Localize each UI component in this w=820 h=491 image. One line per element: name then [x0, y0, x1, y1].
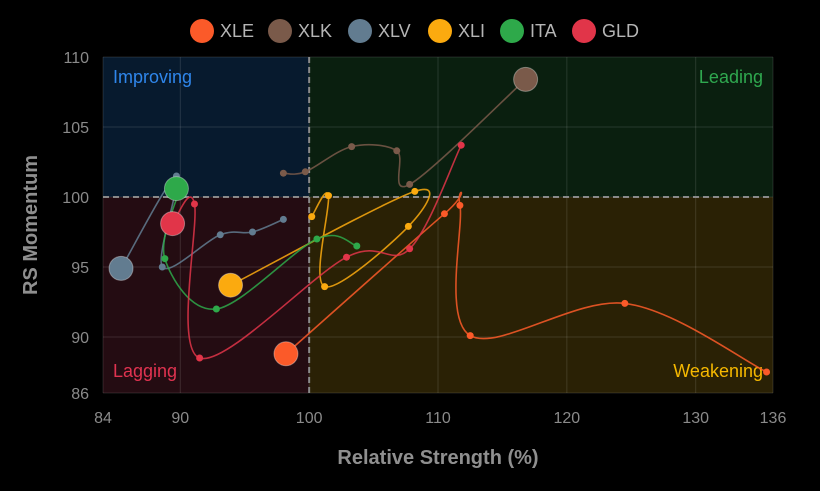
reference-lines [103, 57, 773, 393]
x-tick-label: 130 [682, 410, 709, 427]
x-tick-label: 84 [94, 410, 112, 427]
tail-point-xlv[interactable] [158, 263, 166, 271]
legend: XLE XLK XLV XLI ITA GLD [190, 19, 639, 43]
quadrant-lagging [103, 197, 310, 393]
y-axis-title: RS Momentum [20, 155, 42, 295]
tail-point-xli[interactable] [321, 283, 329, 291]
quadrant-label-leading: Leading [699, 67, 763, 87]
legend-label-xli: XLI [458, 21, 485, 41]
x-tick-label: 120 [553, 410, 580, 427]
quadrant-improving [103, 57, 310, 197]
y-tick-labels: 86 90 95 100 105 110 [62, 50, 89, 403]
y-tick-label: 100 [62, 190, 89, 207]
legend-swatch-xlv [348, 19, 372, 43]
legend-swatch-gld [572, 19, 596, 43]
legend-item-xlv[interactable]: XLV [348, 19, 411, 43]
tail-point-xli[interactable] [324, 192, 332, 200]
tail-point-xlv[interactable] [279, 215, 287, 223]
y-tick-label: 90 [71, 330, 89, 347]
tail-point-xlv[interactable] [216, 231, 224, 239]
tail-point-xle[interactable] [763, 368, 771, 376]
tail-point-xli[interactable] [404, 222, 412, 230]
quadrant-label-weakening: Weakening [673, 361, 763, 381]
legend-swatch-xle [190, 19, 214, 43]
series-xli [218, 187, 431, 298]
quadrant-leading [309, 57, 773, 197]
head-point-ita[interactable] [163, 176, 189, 202]
tail-line-xle [285, 191, 767, 373]
x-tick-label: 110 [425, 410, 451, 427]
tail-point-xle[interactable] [621, 299, 629, 307]
tail-point-xlk[interactable] [301, 168, 309, 176]
head-point-xli[interactable] [218, 272, 244, 298]
tail-point-ita[interactable] [353, 242, 361, 250]
series-ita [161, 176, 361, 313]
tail-point-xlk[interactable] [393, 147, 401, 155]
legend-label-xlk: XLK [298, 21, 332, 41]
y-tick-label: 86 [71, 386, 89, 403]
head-point-gld[interactable] [160, 211, 186, 237]
legend-swatch-xli [428, 19, 452, 43]
x-tick-label: 90 [171, 410, 189, 427]
legend-label-ita: ITA [530, 21, 557, 41]
tail-point-gld[interactable] [190, 200, 198, 208]
quadrant-label-improving: Improving [113, 67, 192, 87]
x-axis-title: Relative Strength (%) [337, 447, 538, 469]
tail-point-xlk[interactable] [406, 180, 414, 188]
tail-point-xlk[interactable] [279, 169, 287, 177]
tail-point-ita[interactable] [212, 305, 220, 313]
tail-point-xle[interactable] [456, 201, 464, 209]
tail-point-ita[interactable] [161, 255, 169, 263]
legend-item-gld[interactable]: GLD [572, 19, 639, 43]
tail-point-gld[interactable] [343, 253, 351, 261]
head-point-xlv[interactable] [108, 255, 134, 281]
quadrant-backgrounds [103, 57, 773, 393]
tail-point-xle[interactable] [440, 210, 448, 218]
legend-swatch-ita [500, 19, 524, 43]
tail-point-xli[interactable] [411, 187, 419, 195]
quadrant-label-lagging: Lagging [113, 361, 177, 381]
quadrant-weakening [309, 197, 773, 393]
legend-swatch-xlk [268, 19, 292, 43]
series-xlk [279, 66, 539, 188]
head-point-xle[interactable] [273, 341, 299, 367]
y-tick-label: 110 [63, 50, 89, 67]
legend-item-xle[interactable]: XLE [190, 19, 254, 43]
tail-point-gld[interactable] [196, 354, 204, 362]
legend-item-xli[interactable]: XLI [428, 19, 485, 43]
legend-item-xlk[interactable]: XLK [268, 19, 332, 43]
y-tick-label: 105 [62, 120, 89, 137]
tail-point-gld[interactable] [457, 141, 465, 149]
tail-point-xlv[interactable] [248, 228, 256, 236]
head-point-xlk[interactable] [513, 66, 539, 92]
x-tick-labels: 84 90 100 110 120 130 136 [94, 410, 786, 427]
tail-point-gld[interactable] [406, 245, 414, 253]
quadrant-labels: Improving Leading Lagging Weakening [113, 67, 763, 381]
series-gld [160, 141, 465, 362]
legend-label-gld: GLD [602, 21, 639, 41]
legend-label-xlv: XLV [378, 21, 411, 41]
x-tick-label: 100 [296, 410, 323, 427]
tail-point-xle[interactable] [466, 332, 474, 340]
y-tick-label: 95 [71, 260, 89, 277]
series-xle [273, 191, 771, 376]
tail-point-xlk[interactable] [348, 143, 356, 151]
legend-label-xle: XLE [220, 21, 254, 41]
tail-point-ita[interactable] [313, 235, 321, 243]
legend-item-ita[interactable]: ITA [500, 19, 557, 43]
x-tick-label: 136 [760, 410, 787, 427]
series-tails [108, 66, 771, 376]
tail-point-xli[interactable] [308, 213, 316, 221]
